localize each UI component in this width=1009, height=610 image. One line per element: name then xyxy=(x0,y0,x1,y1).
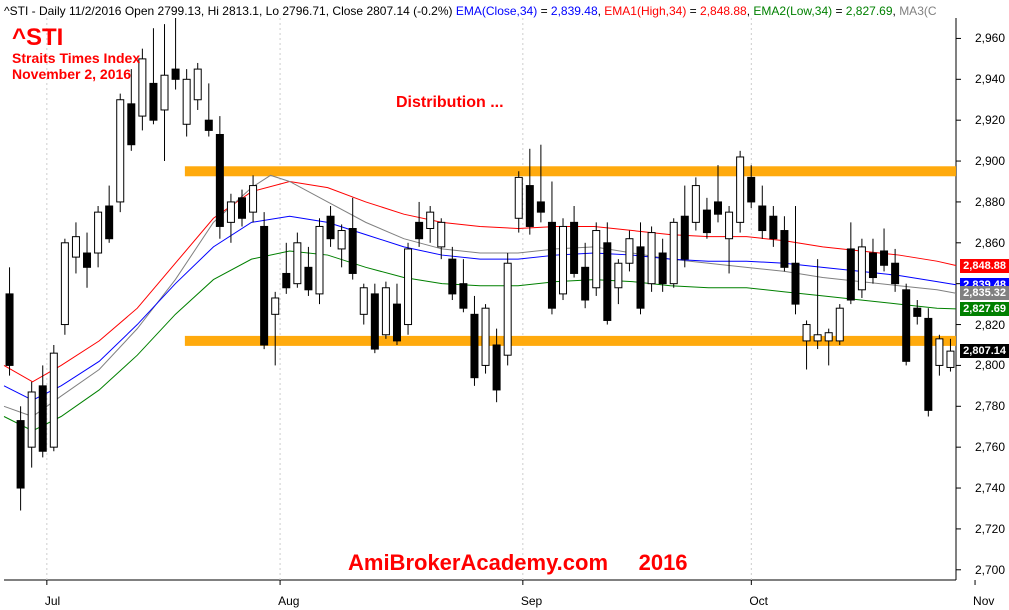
y-tick-label: 2,800 xyxy=(975,358,1005,372)
y-tick-label: 2,960 xyxy=(975,31,1005,45)
y-tick-label: 2,720 xyxy=(975,522,1005,536)
watermark-text2: 2016 xyxy=(639,550,688,575)
price-tag: 2,827.69 xyxy=(960,302,1009,316)
y-tick-label: 2,760 xyxy=(975,440,1005,454)
open-label: Open xyxy=(125,4,154,18)
price-tag: 2,835.32 xyxy=(960,286,1009,300)
y-tick-label: 2,820 xyxy=(975,318,1005,332)
y-tick-label: 2,740 xyxy=(975,481,1005,495)
ema-close-label: EMA(Close,34) xyxy=(456,4,537,18)
x-tick-label: Aug xyxy=(278,594,299,608)
y-tick-label: 2,920 xyxy=(975,113,1005,127)
open-value: 2799.13 xyxy=(158,4,201,18)
chart-header: ^STI - Daily 11/2/2016 Open 2799.13, Hi … xyxy=(4,4,937,18)
x-tick-label: Jul xyxy=(45,594,60,608)
lo-value: 2796.71 xyxy=(282,4,325,18)
y-tick-label: 2,700 xyxy=(975,563,1005,577)
ema-low-eq: = xyxy=(835,4,845,18)
ema-high-eq: = xyxy=(690,4,700,18)
chart-svg xyxy=(0,0,1009,610)
ema-high-label: EMA1(High,34) xyxy=(604,4,686,18)
watermark-text1: AmiBrokerAcademy.com xyxy=(348,550,608,575)
ma3-label: MA3(C xyxy=(899,4,936,18)
y-tick-label: 2,940 xyxy=(975,72,1005,86)
close-label: Close xyxy=(332,4,363,18)
title-name: Straits Times Index xyxy=(12,50,140,66)
watermark: AmiBrokerAcademy.com 2016 xyxy=(348,550,688,576)
hi-label: Hi xyxy=(208,4,219,18)
price-tag: 2,848.88 xyxy=(960,259,1009,273)
x-tick-label: Nov xyxy=(973,594,994,608)
ema-close-value: 2,839.48 xyxy=(551,4,598,18)
title-symbol: ^STI xyxy=(12,24,63,52)
ema-high-value: 2,848.88 xyxy=(700,4,747,18)
y-tick-label: 2,900 xyxy=(975,154,1005,168)
symbol-desc: ^STI - Daily 11/2/2016 xyxy=(4,4,121,18)
x-tick-label: Oct xyxy=(749,594,768,608)
ema-close-eq: = xyxy=(541,4,551,18)
close-value: 2807.14 xyxy=(366,4,409,18)
ema-low-label: EMA2(Low,34) xyxy=(753,4,832,18)
title-date: November 2, 2016 xyxy=(12,66,131,82)
close-change: (-0.2%) xyxy=(413,4,452,18)
candlestick-chart[interactable]: ^STI - Daily 11/2/2016 Open 2799.13, Hi … xyxy=(0,0,1009,610)
x-tick-label: Sep xyxy=(521,594,542,608)
distribution-annotation: Distribution ... xyxy=(396,94,504,112)
price-tag: 2,807.14 xyxy=(960,344,1009,358)
y-tick-label: 2,780 xyxy=(975,399,1005,413)
y-tick-label: 2,860 xyxy=(975,236,1005,250)
ema-low-value: 2,827.69 xyxy=(846,4,893,18)
lo-label: Lo xyxy=(266,4,279,18)
hi-value: 2813.1 xyxy=(222,4,259,18)
y-tick-label: 2,880 xyxy=(975,195,1005,209)
